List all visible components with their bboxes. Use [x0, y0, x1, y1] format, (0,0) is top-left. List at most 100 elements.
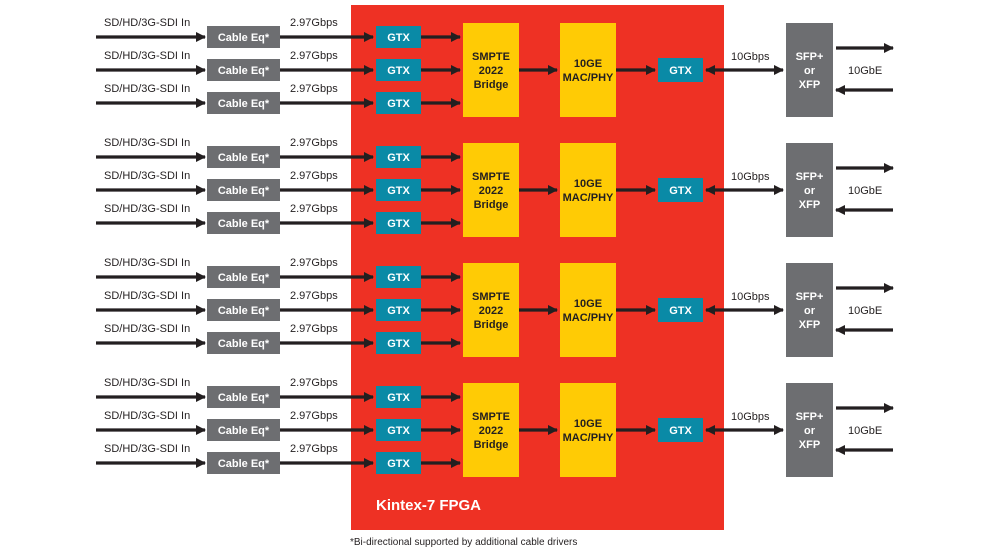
gtx-rx-box [376, 386, 421, 408]
smpte-bridge-label-line: SMPTE [472, 51, 510, 63]
input-label: SD/HD/3G-SDI In [104, 50, 190, 62]
smpte-bridge-label-line: SMPTE [472, 411, 510, 423]
gtx-rx-box [376, 299, 421, 321]
smpte-bridge-label-line: Bridge [474, 319, 509, 331]
gtx-label: GTX [387, 272, 410, 284]
cable-eq-label: Cable Eq* [218, 272, 270, 284]
cable-eq-box [207, 419, 280, 441]
cable-eq-label: Cable Eq* [218, 338, 270, 350]
input-label: SD/HD/3G-SDI In [104, 410, 190, 422]
cable-eq-label: Cable Eq* [218, 218, 270, 230]
cable-eq-box [207, 146, 280, 168]
rate-label: 2.97Gbps [290, 410, 338, 422]
smpte-2022-bridge-box [463, 143, 519, 237]
sfp-xfp-label-line: or [804, 185, 816, 197]
mac-phy-label-line: 10GE [574, 298, 602, 310]
smpte-bridge-label-line: 2022 [479, 65, 503, 77]
cable-eq-label: Cable Eq* [218, 32, 270, 44]
footnote: *Bi-directional supported by additional … [350, 537, 577, 548]
cable-eq-box [207, 179, 280, 201]
sfp-xfp-label-line: XFP [799, 199, 820, 211]
rate-label: 2.97Gbps [290, 50, 338, 62]
mac-phy-label-line: 10GE [574, 58, 602, 70]
gtx-label: GTX [669, 65, 692, 77]
input-label: SD/HD/3G-SDI In [104, 323, 190, 335]
smpte-2022-bridge-box [463, 263, 519, 357]
mac-phy-label-line: MAC/PHY [563, 312, 614, 324]
rate-label: 2.97Gbps [290, 17, 338, 29]
cable-eq-label: Cable Eq* [218, 425, 270, 437]
gtx-rx-box [376, 452, 421, 474]
rate-label: 2.97Gbps [290, 170, 338, 182]
sfp-xfp-label-line: SFP+ [796, 51, 824, 63]
cable-eq-label: Cable Eq* [218, 98, 270, 110]
input-label: SD/HD/3G-SDI In [104, 443, 190, 455]
input-label: SD/HD/3G-SDI In [104, 290, 190, 302]
sfp-xfp-label-line: SFP+ [796, 411, 824, 423]
mac-phy-box [560, 143, 616, 237]
cable-eq-box [207, 266, 280, 288]
mac-phy-label-line: 10GE [574, 178, 602, 190]
gtx-tx-box [658, 298, 703, 322]
smpte-bridge-label-line: SMPTE [472, 171, 510, 183]
mac-phy-box [560, 263, 616, 357]
cable-eq-label: Cable Eq* [218, 392, 270, 404]
smpte-2022-bridge-box [463, 23, 519, 117]
rate-label: 2.97Gbps [290, 83, 338, 95]
gtx-tx-box [658, 418, 703, 442]
cable-eq-box [207, 299, 280, 321]
gtx-label: GTX [387, 218, 410, 230]
sfp-xfp-label-line: SFP+ [796, 291, 824, 303]
cable-eq-box [207, 332, 280, 354]
sfp-xfp-module-box [786, 23, 833, 117]
rate-label: 2.97Gbps [290, 137, 338, 149]
sfp-xfp-label-line: XFP [799, 79, 820, 91]
input-label: SD/HD/3G-SDI In [104, 17, 190, 29]
smpte-bridge-label-line: 2022 [479, 185, 503, 197]
out-rate-label: 10Gbps [731, 171, 770, 183]
gtx-label: GTX [387, 425, 410, 437]
sfp-xfp-label-line: SFP+ [796, 171, 824, 183]
sfp-xfp-label-line: or [804, 65, 816, 77]
ethernet-label: 10GbE [848, 425, 882, 437]
cable-eq-box [207, 452, 280, 474]
sfp-xfp-module-box [786, 143, 833, 237]
cable-eq-label: Cable Eq* [218, 305, 270, 317]
gtx-label: GTX [387, 65, 410, 77]
smpte-bridge-label-line: 2022 [479, 305, 503, 317]
sfp-xfp-module-box [786, 383, 833, 477]
gtx-label: GTX [387, 152, 410, 164]
sfp-xfp-module-box [786, 263, 833, 357]
cable-eq-box [207, 26, 280, 48]
rate-label: 2.97Gbps [290, 377, 338, 389]
ethernet-label: 10GbE [848, 305, 882, 317]
gtx-label: GTX [669, 305, 692, 317]
gtx-label: GTX [669, 185, 692, 197]
rate-label: 2.97Gbps [290, 257, 338, 269]
gtx-rx-box [376, 212, 421, 234]
gtx-rx-box [376, 59, 421, 81]
gtx-label: GTX [387, 458, 410, 470]
cable-eq-box [207, 212, 280, 234]
input-label: SD/HD/3G-SDI In [104, 377, 190, 389]
gtx-rx-box [376, 419, 421, 441]
gtx-label: GTX [669, 425, 692, 437]
input-label: SD/HD/3G-SDI In [104, 137, 190, 149]
gtx-rx-box [376, 332, 421, 354]
out-rate-label: 10Gbps [731, 411, 770, 423]
rate-label: 2.97Gbps [290, 323, 338, 335]
cable-eq-label: Cable Eq* [218, 458, 270, 470]
smpte-2022-bridge-box [463, 383, 519, 477]
gtx-rx-box [376, 92, 421, 114]
cable-eq-label: Cable Eq* [218, 185, 270, 197]
smpte-bridge-label-line: Bridge [474, 79, 509, 91]
mac-phy-label-line: MAC/PHY [563, 432, 614, 444]
rate-label: 2.97Gbps [290, 443, 338, 455]
gtx-label: GTX [387, 338, 410, 350]
cable-eq-box [207, 386, 280, 408]
mac-phy-label-line: MAC/PHY [563, 72, 614, 84]
rate-label: 2.97Gbps [290, 290, 338, 302]
fpga-label: Kintex-7 FPGA [376, 497, 481, 514]
mac-phy-box [560, 23, 616, 117]
